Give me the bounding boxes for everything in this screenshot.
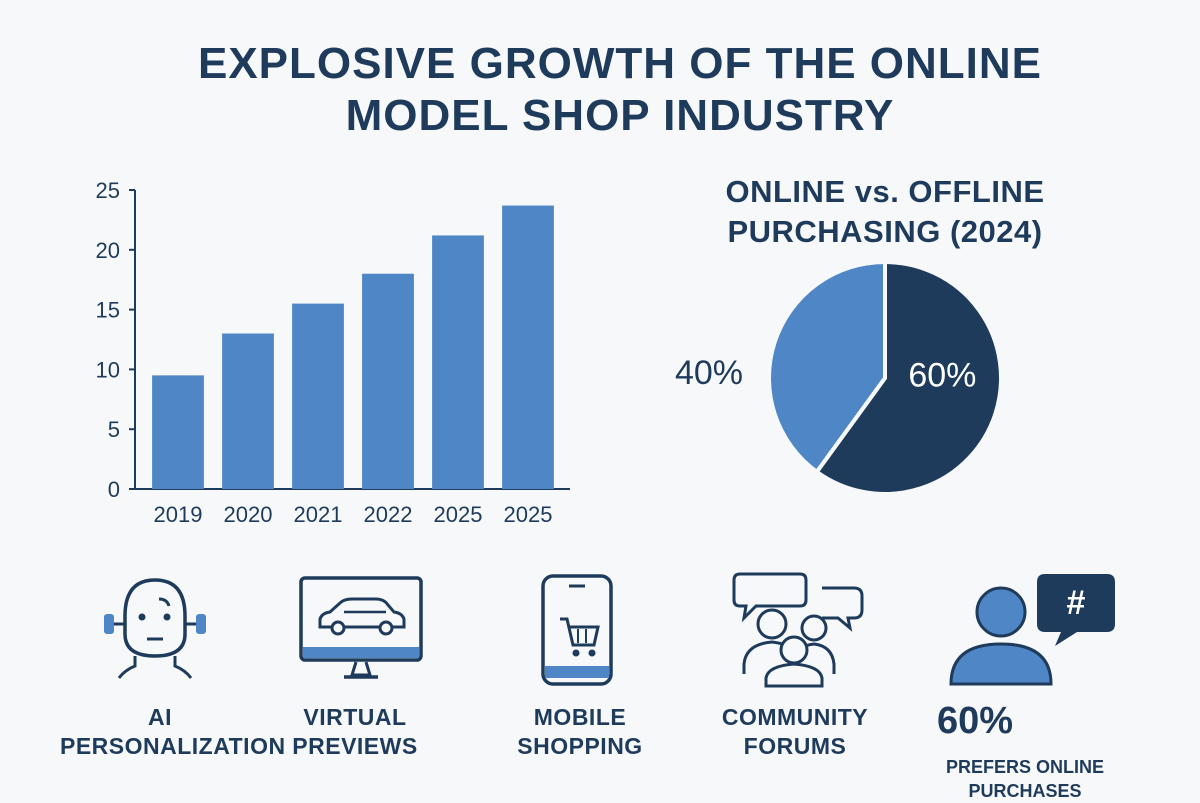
bar: [432, 235, 484, 489]
bar: [152, 375, 204, 489]
x-tick-label: 2025: [434, 502, 483, 527]
stat-label: PREFERS ONLINE PURCHASES: [945, 757, 1105, 801]
x-tick-label: 2020: [224, 502, 273, 527]
pie-slice: [814, 259, 1003, 496]
phone-cart-icon: [541, 574, 613, 686]
pie-slice-label: 60%: [908, 357, 976, 395]
feature-label-virtual-previews: VIRTUAL PREVIEWS: [292, 704, 418, 759]
chat-people-icon: [732, 572, 864, 688]
x-tick-label: 2025: [504, 502, 553, 527]
page-title: EXPLOSIVE GROWTH OF THE ONLINE MODEL SHO…: [0, 38, 1200, 142]
page-title-line-2: MODEL SHOP INDUSTRY: [345, 91, 895, 140]
x-tick-label: 2019: [154, 502, 203, 527]
feature-label-mobile-shopping: MOBILE SHOPPING: [517, 704, 643, 759]
y-tick-label: 20: [96, 238, 120, 263]
y-tick-label: 10: [96, 357, 120, 382]
user-hashtag-icon: #: [949, 574, 1115, 686]
robot-head-icon: [104, 578, 206, 679]
monitor-car-icon: [299, 576, 423, 679]
y-tick-label: 15: [96, 298, 120, 323]
y-tick-label: 25: [96, 178, 120, 203]
y-tick-label: 0: [108, 477, 120, 502]
pie-slice: [767, 259, 887, 475]
pie-chart-title: ONLINE vs. OFFLINE PURCHASING (2024): [725, 174, 1045, 249]
stat-value: 60%: [936, 700, 1014, 742]
bar: [292, 303, 344, 489]
bar: [362, 273, 414, 489]
bar: [502, 205, 554, 489]
x-tick-label: 2022: [364, 502, 413, 527]
page-title-line-1: EXPLOSIVE GROWTH OF THE ONLINE: [197, 39, 1043, 88]
feature-label-community-forums: COMMUNITY FORUMS: [721, 704, 869, 759]
pie-chart: 60% 40%: [675, 259, 1003, 496]
bar: [222, 333, 274, 489]
y-tick-label: 5: [108, 417, 120, 442]
svg-text:#: #: [1067, 584, 1086, 622]
feature-label-ai-personalization: AI PERSONALIZATION: [60, 704, 286, 759]
pie-slice-label: 40%: [675, 354, 743, 392]
x-tick-label: 2021: [294, 502, 343, 527]
